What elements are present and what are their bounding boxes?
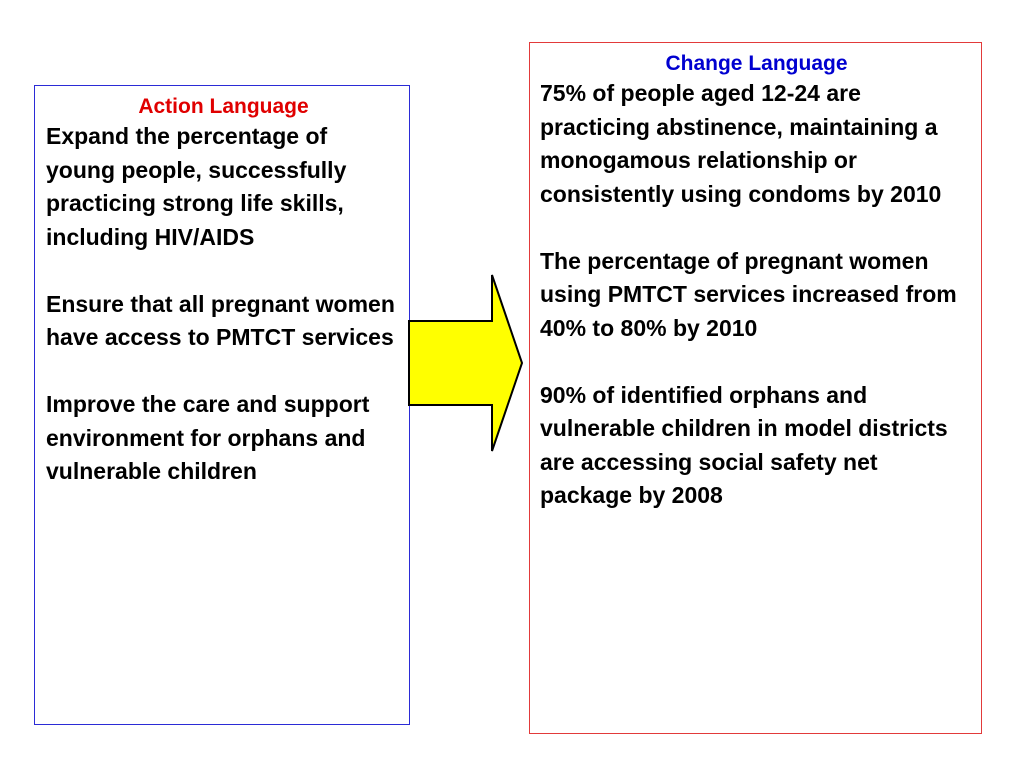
change-item-pmtct: The percentage of pregnant women using P…	[540, 247, 957, 341]
change-item-abstinence: 75% of people aged 12-24 are practicing …	[540, 80, 942, 207]
action-language-box: Action Language Expand the percentage of…	[34, 85, 410, 725]
action-item-pmtct: Ensure that all pregnant women have acce…	[46, 290, 395, 351]
action-language-title: Action Language	[138, 95, 309, 118]
change-item-orphans: 90% of identified orphans and vulnerable…	[540, 381, 948, 509]
action-item-orphans: Improve the care and support environment…	[46, 391, 370, 484]
right-arrow-icon	[408, 274, 524, 452]
change-language-box: Change Language 75% of people aged 12-24…	[529, 42, 982, 734]
change-language-title: Change Language	[665, 52, 848, 75]
action-item-life-skills: Expand the percentage of young people, s…	[46, 123, 347, 250]
